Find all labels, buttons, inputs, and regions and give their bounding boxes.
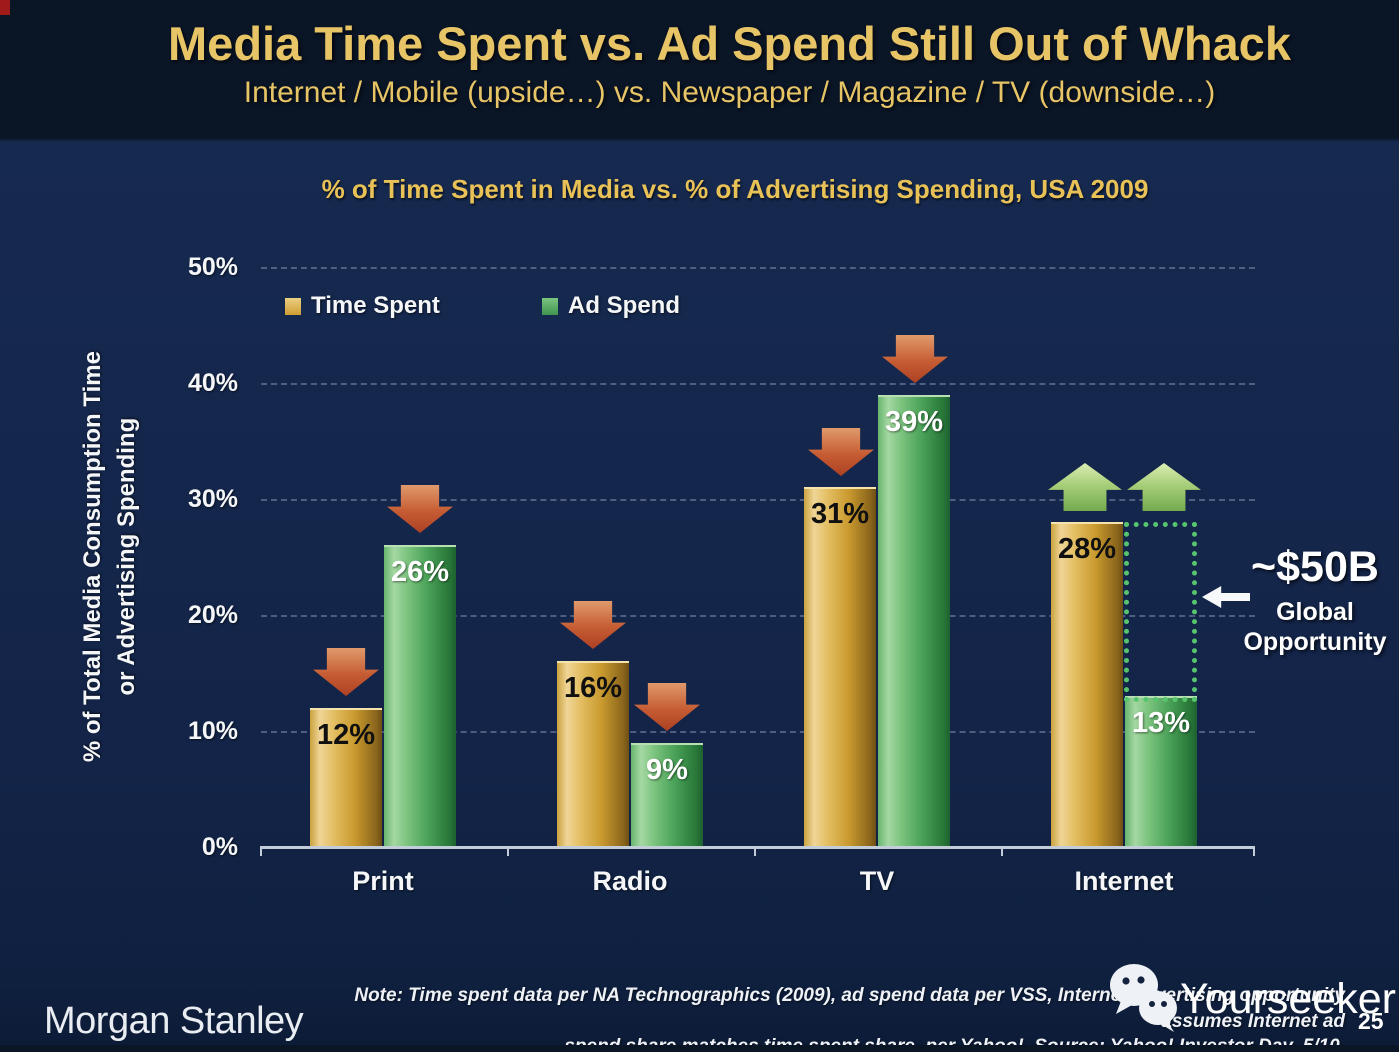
x-axis-line xyxy=(260,846,1255,849)
corner-mark xyxy=(0,0,10,15)
x-axis-tick xyxy=(754,847,756,856)
y-tick-20: 20% xyxy=(187,601,238,629)
slide-subtitle: Internet / Mobile (upside…) vs. Newspape… xyxy=(243,76,1216,109)
y-tick-0: 0% xyxy=(201,833,238,861)
x-axis-tick xyxy=(260,847,262,856)
slide-title: Media Time Spent vs. Ad Spend Still Out … xyxy=(168,17,1291,70)
opportunity-label-line2: Opportunity xyxy=(1243,628,1387,657)
bar-tv-time-spent: 31% xyxy=(804,487,876,847)
gridline-30 xyxy=(261,499,1255,501)
value-label-radio-time-spent: 16% xyxy=(563,672,623,704)
legend-swatch-time-spent-icon xyxy=(285,297,301,315)
bar-internet-ad-spend: 13% xyxy=(1125,696,1197,847)
value-label-radio-ad-spend: 9% xyxy=(646,754,688,786)
bar-group-radio: 16% 9% xyxy=(557,267,703,847)
source-note-line1: Note: Time spent data per NA Technograph… xyxy=(354,985,1345,1032)
x-label-internet: Internet xyxy=(1074,866,1174,896)
y-tick-40: 40% xyxy=(187,369,238,397)
bar-print-ad-spend: 26% xyxy=(384,545,456,847)
plot-area: 12% 26% 16% 9% 31% 39% xyxy=(260,267,1255,856)
y-axis-title-line1: % of Total Media Consumption Time xyxy=(79,351,107,763)
bar-tv-ad-spend: 39% xyxy=(878,395,950,847)
y-axis-title-line2: or Advertising Spending xyxy=(113,418,140,696)
value-label-tv-ad-spend: 39% xyxy=(884,406,944,438)
chart-title: % of Time Spent in Media vs. % of Advert… xyxy=(321,174,1149,204)
value-label-print-time-spent: 12% xyxy=(316,719,376,751)
legend-item-ad-spend: Ad Spend xyxy=(542,292,680,320)
bar-print-time-spent: 12% xyxy=(310,708,382,847)
value-label-print-ad-spend: 26% xyxy=(390,556,450,588)
opportunity-gap-box xyxy=(1124,522,1197,702)
opportunity-value: ~$50B xyxy=(1251,543,1379,591)
x-axis-tick xyxy=(1001,847,1003,856)
legend-label-time-spent: Time Spent xyxy=(311,292,440,319)
bar-internet-time-spent: 28% xyxy=(1051,522,1123,847)
opportunity-label-line1: Global xyxy=(1276,598,1354,627)
bar-group-internet: 28% 13% xyxy=(1051,267,1197,847)
legend-item-time-spent: Time Spent xyxy=(285,292,440,320)
y-tick-10: 10% xyxy=(187,717,238,745)
x-label-tv: TV xyxy=(859,866,895,896)
gridline-50 xyxy=(261,267,1255,269)
value-label-internet-ad-spend: 13% xyxy=(1131,707,1191,739)
page-number: 25 xyxy=(1358,1008,1384,1034)
x-label-radio: Radio xyxy=(592,866,668,896)
value-label-tv-time-spent: 31% xyxy=(810,498,870,530)
watermark-text: Yourseeker xyxy=(1180,975,1396,1023)
gridline-20 xyxy=(261,615,1255,617)
bar-radio-ad-spend: 9% xyxy=(631,743,703,847)
legend-swatch-ad-spend-icon xyxy=(542,297,558,315)
legend-label-ad-spend: Ad Spend xyxy=(568,292,680,319)
x-axis-tick xyxy=(507,847,509,856)
y-tick-30: 30% xyxy=(187,485,238,513)
x-label-print: Print xyxy=(352,866,414,896)
bottom-edge xyxy=(0,1045,1399,1052)
gridline-40 xyxy=(261,383,1255,385)
gridline-10 xyxy=(261,731,1255,733)
opportunity-annotation: ~$50B Global Opportunity xyxy=(1236,543,1394,657)
value-label-internet-time-spent: 28% xyxy=(1057,533,1117,565)
bar-group-tv: 31% 39% xyxy=(804,267,950,847)
y-axis-title: % of Total Media Consumption Time or Adv… xyxy=(30,267,190,847)
morgan-stanley-logo: Morgan Stanley xyxy=(44,1000,304,1042)
y-tick-50: 50% xyxy=(187,253,238,281)
wechat-icon xyxy=(1108,962,1182,1034)
bar-group-print: 12% 26% xyxy=(310,267,456,847)
bar-radio-time-spent: 16% xyxy=(557,661,629,847)
x-axis-tick xyxy=(1253,847,1255,856)
